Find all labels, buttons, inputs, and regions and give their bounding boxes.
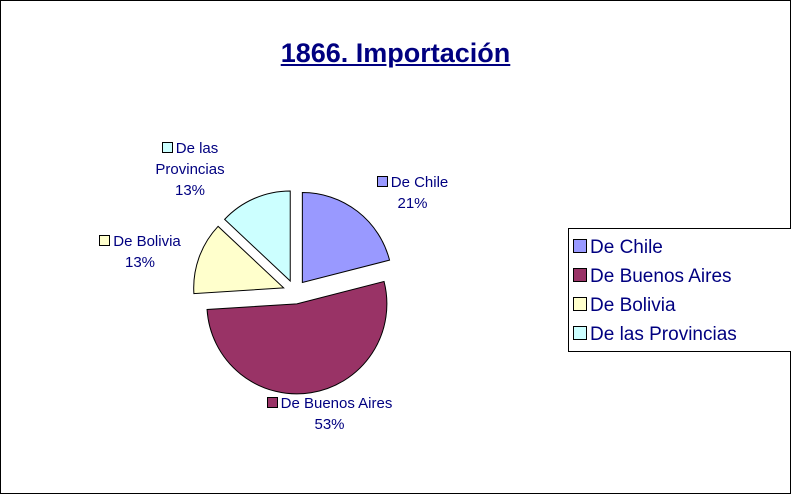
data-label: De Buenos Aires 53% [262,393,397,435]
legend-entry: De Buenos Aires [573,262,791,291]
legend-swatch [573,297,587,311]
legend-entry: De Bolivia [573,291,791,320]
label-category: De las Provincias [155,140,225,178]
label-value: 53% [314,416,345,433]
label-swatch [266,397,278,408]
legend-swatch [573,268,587,282]
label-value: 13% [174,182,206,199]
legend-entry: De las Provincias [573,320,791,349]
legend-swatch [573,239,587,253]
pie-slice [301,192,391,284]
pie-slice [223,190,291,283]
legend-entry: De Chile [573,233,791,262]
data-label: De las Provincias 13% [130,138,250,201]
legend: De Chile De Buenos Aires De Bolivia De las … [568,228,791,352]
data-label: De Bolivia 13% [70,231,210,273]
legend-swatch [573,326,587,340]
legend-label: De Chile [590,237,663,258]
label-value: 13% [124,254,156,271]
label-category: De Bolivia [113,233,181,250]
pie-slice [206,280,388,395]
label-category: De Buenos Aires [280,395,393,412]
label-swatch [161,142,173,153]
label-swatch [376,176,388,187]
legend-label: De las Provincias [590,324,737,345]
label-swatch [99,235,111,246]
legend-label: De Bolivia [590,295,676,316]
label-value: 21% [397,195,428,212]
chart-title: 1866. Importación [280,38,511,68]
legend-label: De Buenos Aires [590,266,732,287]
pie-slice [193,225,285,295]
data-label: De Chile 21% [345,172,480,214]
label-category: De Chile [390,174,449,191]
